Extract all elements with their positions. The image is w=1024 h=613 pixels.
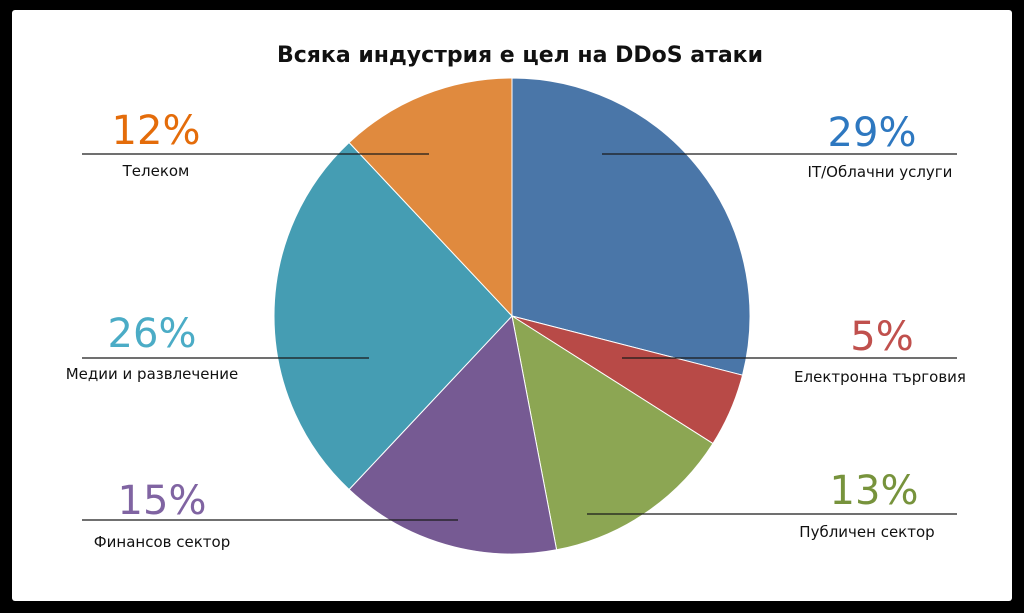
category-label: Публичен сектор: [799, 523, 934, 541]
pie-chart: Всяка индустрия е цел на DDoS атаки 29% I…: [66, 43, 966, 555]
chart-title: Всяка индустрия е цел на DDoS атаки: [277, 43, 763, 68]
pie-slice: [348, 77, 513, 318]
pie-slices: [273, 77, 751, 555]
category-label: Телеком: [122, 162, 190, 180]
pie-callouts: 29% IT/Облачни услуги 5% Електронна търгови…: [66, 108, 966, 551]
pie-slice: [348, 314, 558, 555]
category-label: Електронна търговия: [794, 368, 966, 386]
category-label: IT/Облачни услуги: [808, 163, 953, 181]
chart-panel: Всяка индустрия е цел на DDoS атаки 29% I…: [12, 10, 1012, 601]
percent-label: 26%: [108, 311, 197, 357]
percent-label: 13%: [830, 468, 919, 514]
category-label: Медии и развлечение: [66, 365, 239, 383]
percent-label: 12%: [112, 108, 201, 154]
pie-slice: [273, 141, 513, 491]
percent-label: 15%: [118, 478, 207, 524]
percent-label: 29%: [828, 110, 917, 156]
percent-label: 5%: [850, 314, 913, 360]
pie-slice: [511, 77, 751, 376]
category-label: Финансов сектор: [94, 533, 230, 551]
pie-slice: [511, 314, 714, 551]
